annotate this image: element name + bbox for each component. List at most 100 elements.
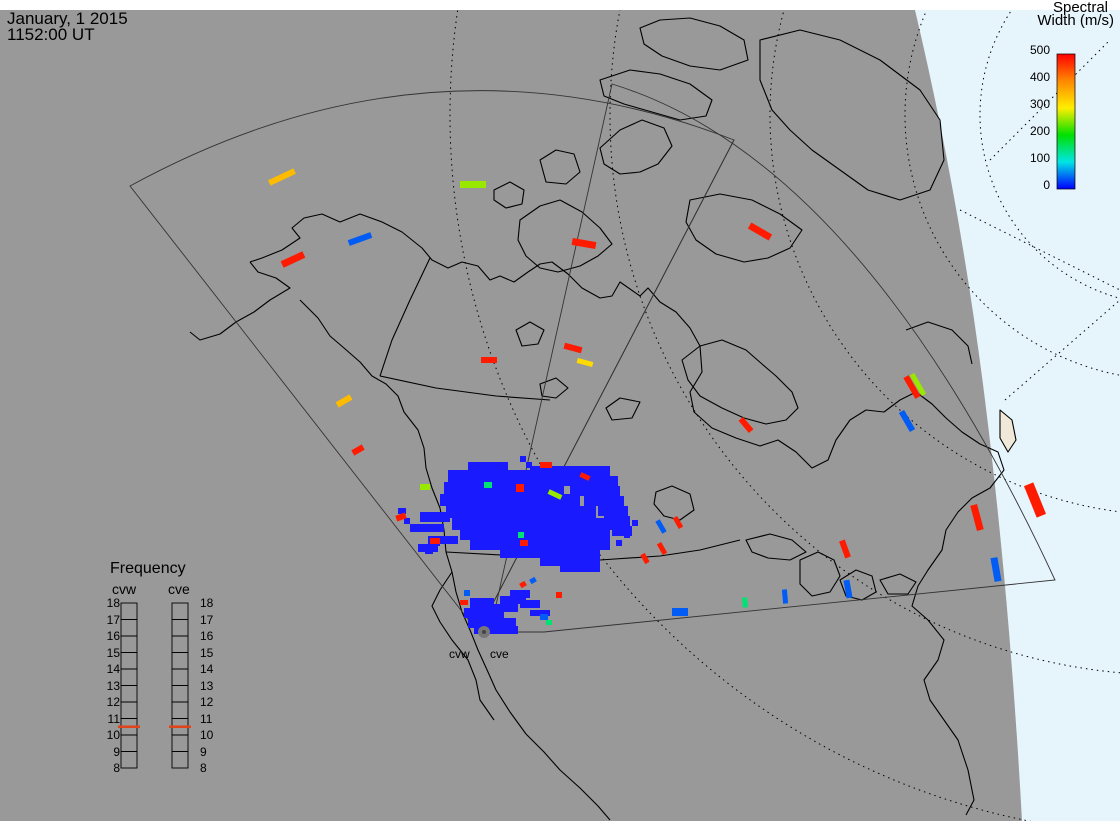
echo-cell-red <box>556 592 562 598</box>
echo-cell-red <box>430 538 440 544</box>
echo-cell <box>560 566 600 572</box>
frequency-tick-right: 18 <box>200 596 214 610</box>
colorbar-tick-label: 100 <box>1029 151 1050 165</box>
frequency-cell <box>171 751 189 769</box>
echo-cell <box>448 470 548 482</box>
echo-cell-red <box>540 462 552 468</box>
frequency-tick-right: 10 <box>200 728 214 742</box>
echo-cell-red <box>563 342 583 354</box>
frequency-tick-left: 9 <box>113 744 120 759</box>
echo-cell <box>632 520 638 526</box>
echo-cell <box>468 462 508 470</box>
echo-cell <box>520 600 540 608</box>
echo-cell <box>540 470 570 478</box>
echo-cell <box>520 456 526 462</box>
echo-cell-red <box>516 484 524 492</box>
echo-cell-red <box>672 516 684 529</box>
colorbar-title-line1: Spectral <box>1052 0 1108 16</box>
frequency-tick-left: 17 <box>106 612 120 627</box>
echo-cell <box>500 550 600 558</box>
night-region <box>0 10 1022 821</box>
echo-cell <box>425 548 433 554</box>
echo-cell <box>526 462 532 468</box>
echo-cell <box>468 618 516 628</box>
echo-cell <box>530 610 550 616</box>
frequency-column-cvw: cvw <box>112 581 137 597</box>
echo-cell-red <box>903 375 921 399</box>
echo-cell-red <box>970 504 984 531</box>
frequency-tick-left: 14 <box>106 662 120 676</box>
echo-cell-blue <box>464 590 470 596</box>
echo-cell-orange <box>268 168 296 186</box>
echo-cell <box>488 604 518 612</box>
frequency-tick-right: 16 <box>200 629 214 643</box>
echo-cell <box>452 518 612 530</box>
frequency-tick-left: 8 <box>113 761 120 775</box>
frequency-tick-right: 12 <box>200 695 214 709</box>
echo-cell-orange <box>335 394 353 408</box>
frequency-tick-left: 10 <box>106 728 120 742</box>
echo-cell <box>548 476 618 486</box>
echo-cell-blue <box>843 579 853 599</box>
echo-cell-blue <box>540 614 548 620</box>
echo-cell-red <box>571 237 597 250</box>
echo-cell <box>612 526 632 536</box>
colorbar-tick-label: 0 <box>1043 178 1050 192</box>
frequency-tick-left: 15 <box>106 645 120 660</box>
frequency-tick-left: 12 <box>106 695 120 709</box>
frequency-column-cve: cve <box>168 581 190 597</box>
echo-layer <box>268 168 1047 634</box>
colorbar-tick-label: 400 <box>1029 70 1050 84</box>
echo-cell <box>464 608 504 618</box>
colorbar <box>1056 53 1076 190</box>
echo-cell <box>474 626 518 634</box>
frequency-tick-right: 17 <box>200 612 214 627</box>
site-label-cvw: cvw <box>449 647 470 661</box>
colorbar-title-line2: Width (m/s) <box>1037 12 1114 29</box>
echo-cell-red <box>519 580 527 589</box>
frequency-tick-right: 13 <box>200 678 214 693</box>
frequency-tick-right: 8 <box>200 761 207 775</box>
echo-cell-red <box>1023 482 1047 518</box>
colorbar-tick-label: 300 <box>1029 97 1050 111</box>
echo-cell-red <box>280 251 306 268</box>
frequency-cell <box>120 751 138 769</box>
frequency-title: Frequency <box>110 560 186 577</box>
echo-cell <box>470 598 494 608</box>
echo-cell <box>470 540 610 550</box>
frequency-tick-right: 15 <box>200 645 214 660</box>
echo-cell-blue <box>655 519 667 534</box>
echo-cell <box>540 558 600 566</box>
echo-cell-red <box>579 472 591 481</box>
colorbar-tick-label: 200 <box>1029 124 1050 138</box>
frequency-tick-right: 14 <box>200 662 214 676</box>
echo-cell-blue <box>672 608 688 616</box>
echo-cell-red <box>640 552 650 565</box>
echo-cell-lime <box>909 372 927 397</box>
frequency-tick-left: 16 <box>106 629 120 643</box>
frequency-tick-left: 11 <box>107 711 120 726</box>
echo-cell-red <box>351 444 365 456</box>
echo-cell-blue <box>529 576 537 585</box>
echo-cell-red <box>395 512 407 522</box>
echo-cell-lime <box>420 484 430 490</box>
frequency-tick-left: 13 <box>106 678 120 693</box>
echo-cell-red <box>738 416 754 434</box>
frequency-tick-right: 9 <box>200 744 207 759</box>
echo-cell-red <box>460 600 468 605</box>
echo-cell <box>616 540 622 546</box>
radar-site-dot <box>482 630 486 634</box>
echo-cell <box>584 496 624 506</box>
echo-cell <box>398 508 406 514</box>
frequency-tick-left: 18 <box>106 596 120 610</box>
echo-cell-lime <box>547 489 563 500</box>
echo-cell <box>624 530 630 538</box>
echo-cell <box>460 530 610 540</box>
echo-cell-cyan <box>546 620 552 625</box>
latitude-circles <box>449 10 1120 821</box>
echo-cell <box>500 596 526 604</box>
echo-cell-blue <box>990 557 1002 582</box>
echo-cell-red <box>656 542 668 555</box>
